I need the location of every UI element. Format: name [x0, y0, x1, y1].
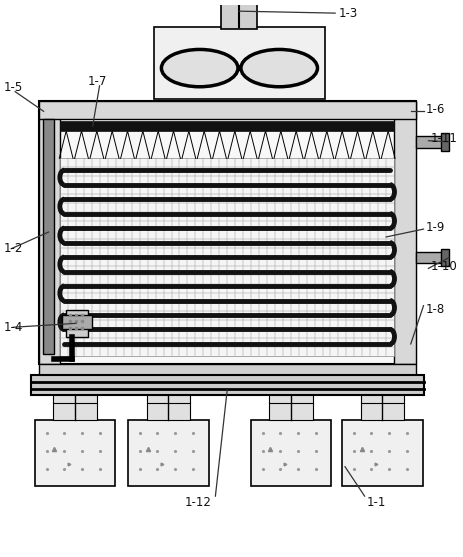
Bar [66, 310, 88, 337]
Bar [31, 375, 424, 395]
Bar [60, 121, 394, 131]
Bar [416, 136, 443, 148]
Bar [361, 395, 404, 419]
Bar [147, 395, 190, 419]
Bar [35, 419, 115, 486]
Bar [221, 0, 257, 29]
Bar [394, 101, 416, 364]
Bar [154, 27, 325, 99]
Bar [39, 101, 60, 364]
Bar [60, 158, 394, 356]
Bar [39, 101, 416, 119]
Ellipse shape [241, 50, 318, 87]
Bar [416, 252, 443, 263]
Text: 1-7: 1-7 [88, 75, 107, 89]
Text: 1-6: 1-6 [425, 103, 445, 116]
Text: 1-9: 1-9 [425, 221, 445, 233]
Text: 1-10: 1-10 [431, 260, 457, 273]
Text: 1-4: 1-4 [3, 321, 23, 334]
Bar [251, 419, 331, 486]
Text: 1-5: 1-5 [3, 81, 23, 94]
Bar [39, 101, 416, 364]
Bar [441, 249, 449, 266]
Ellipse shape [162, 50, 238, 87]
Text: 1-3: 1-3 [339, 7, 358, 19]
Text: 1-8: 1-8 [425, 303, 445, 316]
Bar [39, 364, 416, 375]
Bar [53, 395, 97, 419]
Text: 1-11: 1-11 [431, 132, 457, 145]
Bar [441, 133, 449, 150]
Bar [43, 119, 54, 354]
Text: 1-12: 1-12 [184, 496, 211, 509]
Bar [342, 419, 423, 486]
Bar [128, 419, 208, 486]
Bar [269, 395, 313, 419]
Bar [62, 315, 92, 329]
Text: 1-1: 1-1 [367, 496, 386, 509]
Text: 1-2: 1-2 [3, 242, 23, 255]
